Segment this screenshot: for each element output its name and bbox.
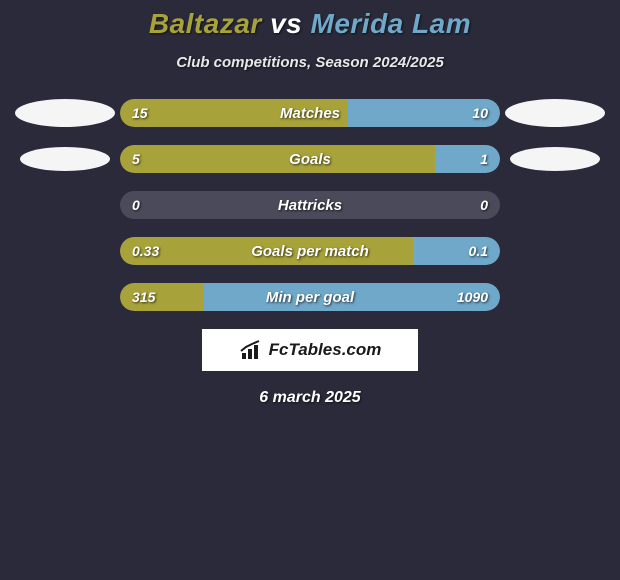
stat-label: Min per goal xyxy=(266,289,354,306)
stat-bar: 5 1 Goals xyxy=(120,145,500,173)
stat-bar: 315 1090 Min per goal xyxy=(120,283,500,311)
stat-bar: 15 10 Matches xyxy=(120,99,500,127)
logo-slot-left xyxy=(10,99,120,127)
stat-value-left: 0 xyxy=(132,197,140,213)
stat-value-right: 0 xyxy=(480,197,488,213)
stat-label: Goals per match xyxy=(251,243,369,260)
team-logo-left xyxy=(20,147,110,171)
stat-bar: 0.33 0.1 Goals per match xyxy=(120,237,500,265)
team-logo-left xyxy=(15,99,115,127)
title-vs: vs xyxy=(270,8,302,39)
comparison-infographic: Baltazar vs Merida Lam Club competitions… xyxy=(0,0,620,407)
stat-value-left: 15 xyxy=(132,105,148,121)
logo-slot-left xyxy=(10,147,120,171)
brand-text: FcTables.com xyxy=(269,340,382,360)
logo-slot-right xyxy=(500,99,610,127)
bar-segment-left xyxy=(120,145,435,173)
stat-label: Goals xyxy=(289,151,331,168)
stat-row: 0.33 0.1 Goals per match xyxy=(0,237,620,265)
stat-value-left: 5 xyxy=(132,151,140,167)
player1-name: Baltazar xyxy=(149,8,262,39)
player2-name: Merida Lam xyxy=(311,8,472,39)
stat-value-right: 1 xyxy=(480,151,488,167)
stat-value-right: 1090 xyxy=(457,289,488,305)
stat-bar: 0 0 Hattricks xyxy=(120,191,500,219)
stat-value-left: 315 xyxy=(132,289,155,305)
brand-chart-icon xyxy=(239,339,265,361)
date-text: 6 march 2025 xyxy=(0,389,620,407)
stat-row: 0 0 Hattricks xyxy=(0,191,620,219)
stat-row: 5 1 Goals xyxy=(0,145,620,173)
stat-row: 15 10 Matches xyxy=(0,99,620,127)
page-title: Baltazar vs Merida Lam xyxy=(0,8,620,40)
stat-label: Matches xyxy=(280,105,340,122)
subtitle: Club competitions, Season 2024/2025 xyxy=(0,54,620,71)
logo-slot-right xyxy=(500,147,610,171)
team-logo-right xyxy=(505,99,605,127)
stat-label: Hattricks xyxy=(278,197,342,214)
stat-value-right: 10 xyxy=(472,105,488,121)
brand-box[interactable]: FcTables.com xyxy=(202,329,418,371)
stat-value-left: 0.33 xyxy=(132,243,159,259)
bar-segment-right xyxy=(435,145,500,173)
stat-value-right: 0.1 xyxy=(469,243,488,259)
stats-rows: 15 10 Matches 5 1 Goals 0 0 Hattricks 0.33 0.1 Goal… xyxy=(0,99,620,311)
stat-row: 315 1090 Min per goal xyxy=(0,283,620,311)
team-logo-right xyxy=(510,147,600,171)
